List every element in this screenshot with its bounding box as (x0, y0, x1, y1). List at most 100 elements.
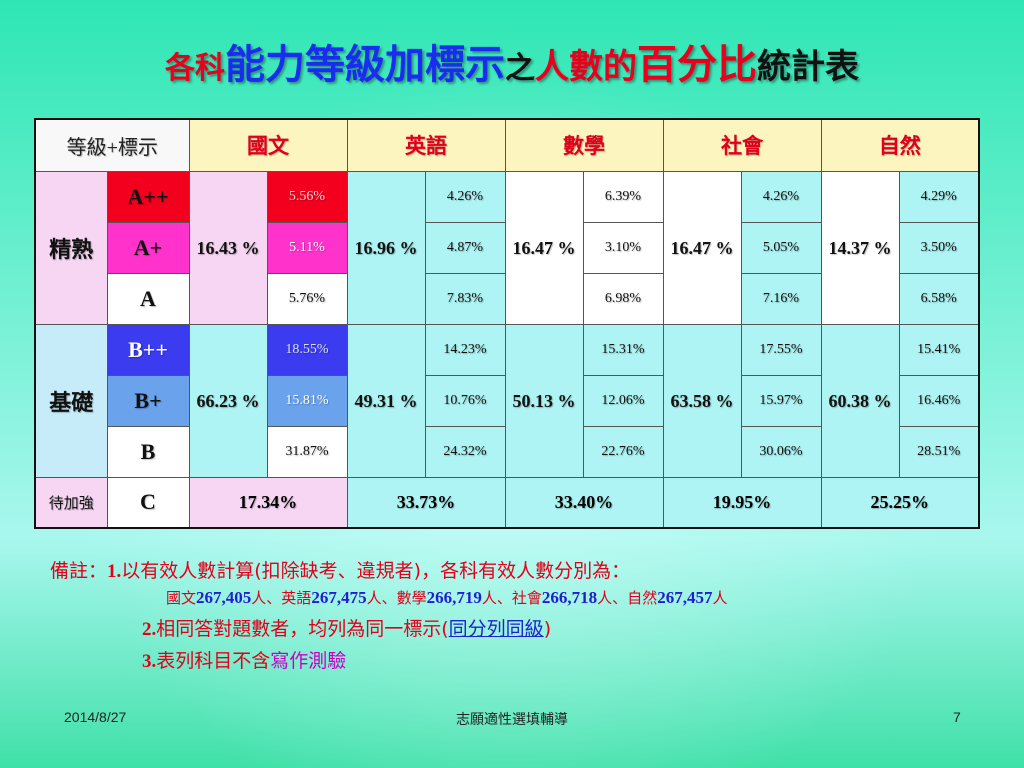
title-part-4: 人數的 (535, 47, 637, 87)
percent-cell: 6.39% (582, 170, 664, 223)
level-label: A++ (106, 170, 190, 223)
percent-cell: 15.81% (266, 374, 348, 427)
notes-section: 備註：1.以有效人數計算(扣除缺考、違規者)，各科有效人數分別為： 國文267,… (50, 556, 1010, 676)
subtotal-cell: 60.38 % (820, 323, 900, 478)
percent-cell: 28.51% (898, 425, 980, 478)
count-subject: 社會 (511, 589, 542, 607)
percent-cell: 18.55% (266, 323, 348, 376)
percent-cell: 7.83% (424, 272, 506, 325)
percent-cell: 31.87% (266, 425, 348, 478)
table-row: A+ 5.11% 4.87% 3.10% 5.05% 3.50% (35, 221, 980, 274)
subtotal-cell: 63.58 % (662, 323, 742, 478)
percent-cell: 16.46% (898, 374, 980, 427)
percent-cell: 5.11% (266, 221, 348, 274)
percent-cell: 4.26% (740, 170, 822, 223)
count-unit: 人 (251, 589, 267, 607)
count-value: 267,457 (657, 588, 713, 607)
subtotal-cell: 16.43 % (188, 170, 268, 325)
note-3: 3.表列科目不含寫作測驗 (50, 646, 1010, 676)
percent-cell: 4.29% (898, 170, 980, 223)
note-2-close: ) (543, 618, 552, 640)
percent-cell: 30.06% (740, 425, 822, 478)
percent-cell: 4.26% (424, 170, 506, 223)
subtotal-cell: 66.23 % (188, 323, 268, 478)
percent-cell: 17.55% (740, 323, 822, 376)
note-1-text: 以有效人數計算(扣除缺考、違規者)，各科有效人數分別為： (121, 560, 631, 582)
count-value: 266,718 (541, 588, 598, 607)
subtotal-cell: 50.13 % (504, 323, 584, 478)
page-title: 各科能力等級加標示之人數的百分比統計表 (0, 32, 1024, 90)
count-subject: 數學 (396, 589, 427, 607)
percent-cell: 12.06% (582, 374, 664, 427)
group-label-basic: 基礎 (34, 323, 108, 478)
percent-cell: 22.76% (582, 425, 664, 478)
title-part-3: 之 (505, 51, 535, 86)
note-2-text: 相同答對題數者，均列為同一標示( (156, 618, 449, 640)
note-prefix: 備註： (50, 560, 108, 582)
footer-title: 志願適性選填輔導 (456, 711, 568, 727)
count-separator: 、 (496, 589, 512, 607)
table-row: B 31.87% 24.32% 22.76% 30.06% 28.51% (35, 425, 980, 478)
subject-header-social: 社會 (662, 118, 822, 172)
subtotal-cell: 16.47 % (662, 170, 742, 325)
level-label: A (106, 272, 190, 325)
level-label: C (106, 476, 190, 529)
stats-table: 等級+標示 國文 英語 數學 社會 自然 精熟 A++ 16.43 % 5.56… (34, 118, 980, 529)
count-value: 266,719 (426, 588, 482, 607)
percent-cell: 5.76% (266, 272, 348, 325)
count-unit: 人 (481, 589, 497, 607)
c-level-cell: 25.25% (820, 476, 980, 529)
subtotal-cell: 16.96 % (346, 170, 426, 325)
percent-cell: 14.23% (424, 323, 506, 376)
percent-cell: 6.98% (582, 272, 664, 325)
percent-cell: 4.87% (424, 221, 506, 274)
page-number: 7 (953, 709, 961, 725)
group-label-proficient: 精熟 (34, 170, 108, 325)
note-3-highlight: 寫作測驗 (270, 650, 347, 672)
subject-header-english: 英語 (346, 118, 506, 172)
percent-cell: 10.76% (424, 374, 506, 427)
table-row: B+ 15.81% 10.76% 12.06% 15.97% 16.46% (35, 374, 980, 427)
c-level-cell: 17.34% (188, 476, 348, 529)
table-row: 待加強 C 17.34% 33.73% 33.40% 19.95% 25.25% (34, 476, 980, 529)
corner-header: 等級+標示 (34, 118, 190, 172)
valid-counts-line: 國文267,405人、英語267,475人、數學266,719人、社會266,7… (50, 586, 1010, 610)
count-value: 267,475 (311, 588, 367, 607)
percent-cell: 15.41% (898, 323, 980, 376)
percent-cell: 24.32% (424, 425, 506, 478)
note-1-number: 1. (107, 561, 122, 582)
group-label-needs-work: 待加強 (34, 476, 108, 529)
footer-date: 2014/8/27 (64, 709, 127, 725)
table-row: 基礎 B++ 66.23 % 18.55% 49.31 % 14.23% 50.… (34, 323, 980, 478)
percent-cell: 5.05% (740, 221, 822, 274)
title-part-5: 百分比 (637, 42, 757, 88)
subject-header-chinese: 國文 (188, 118, 348, 172)
subtotal-cell: 16.47 % (504, 170, 584, 325)
count-separator: 、 (381, 589, 397, 607)
title-part-6: 統計表 (757, 47, 859, 87)
level-label: B+ (106, 374, 190, 427)
table-row: 精熟 A++ 16.43 % 5.56% 16.96 % 4.26% 16.47… (34, 170, 980, 325)
title-part-1: 各科 (165, 51, 225, 86)
count-unit: 人 (712, 589, 728, 607)
c-level-cell: 33.73% (346, 476, 506, 529)
count-subject: 國文 (166, 589, 197, 607)
percent-cell: 3.10% (582, 221, 664, 274)
count-subject: 自然 (627, 589, 658, 607)
subtotal-cell: 14.37 % (820, 170, 900, 325)
count-value: 267,405 (196, 588, 252, 607)
note-3-number: 3. (142, 651, 157, 672)
level-label: B (106, 425, 190, 478)
level-label: A+ (106, 221, 190, 274)
note-2-number: 2. (142, 619, 157, 640)
percent-cell: 7.16% (740, 272, 822, 325)
count-unit: 人 (597, 589, 613, 607)
percent-cell: 5.56% (266, 170, 348, 223)
count-subject: 英語 (281, 589, 312, 607)
subject-header-math: 數學 (504, 118, 664, 172)
percent-cell: 15.31% (582, 323, 664, 376)
subject-header-science: 自然 (820, 118, 980, 172)
note-2: 2.相同答對題數者，均列為同一標示(同分列同級) (50, 614, 1010, 644)
table-row: A 5.76% 7.83% 6.98% 7.16% 6.58% (35, 272, 980, 325)
header-row: 等級+標示 國文 英語 數學 社會 自然 (34, 118, 980, 172)
